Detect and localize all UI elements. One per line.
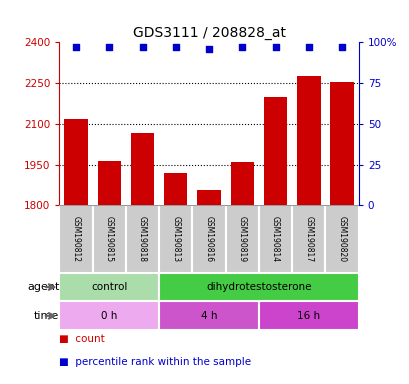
Bar: [159, 205, 192, 273]
Bar: [126, 205, 159, 273]
Bar: [197, 190, 220, 205]
Point: [106, 44, 112, 50]
Text: ■  percentile rank within the sample: ■ percentile rank within the sample: [59, 357, 251, 367]
Bar: [258, 205, 292, 273]
Bar: [130, 133, 154, 205]
Bar: [225, 205, 258, 273]
Text: 16 h: 16 h: [297, 311, 320, 321]
Bar: [64, 119, 88, 205]
Text: GSM190813: GSM190813: [171, 216, 180, 262]
Title: GDS3111 / 208828_at: GDS3111 / 208828_at: [132, 26, 285, 40]
Bar: [92, 205, 126, 273]
Point: [172, 44, 179, 50]
Bar: [330, 82, 353, 205]
Bar: [159, 273, 358, 301]
Bar: [164, 173, 187, 205]
Point: [305, 44, 311, 50]
Bar: [159, 301, 258, 330]
Bar: [258, 301, 358, 330]
Text: dihydrotestosterone: dihydrotestosterone: [206, 282, 311, 292]
Bar: [192, 205, 225, 273]
Text: 4 h: 4 h: [200, 311, 217, 321]
Point: [139, 44, 146, 50]
Bar: [297, 76, 320, 205]
Point: [73, 44, 79, 50]
Point: [338, 44, 344, 50]
Text: GSM190820: GSM190820: [337, 216, 346, 262]
Point: [205, 46, 212, 52]
Text: ■  count: ■ count: [59, 334, 105, 344]
Point: [272, 44, 278, 50]
Bar: [59, 273, 159, 301]
Text: GSM190817: GSM190817: [303, 216, 312, 262]
Bar: [263, 97, 287, 205]
Text: GSM190819: GSM190819: [237, 216, 246, 262]
Text: GSM190815: GSM190815: [105, 216, 114, 262]
Text: GSM190814: GSM190814: [270, 216, 279, 262]
Bar: [97, 161, 121, 205]
Text: time: time: [34, 311, 59, 321]
Text: agent: agent: [27, 282, 59, 292]
Text: GSM190816: GSM190816: [204, 216, 213, 262]
Text: 0 h: 0 h: [101, 311, 117, 321]
Bar: [59, 205, 92, 273]
Bar: [325, 205, 358, 273]
Bar: [292, 205, 325, 273]
Bar: [230, 162, 253, 205]
Text: GSM190812: GSM190812: [72, 216, 81, 262]
Text: GSM190818: GSM190818: [138, 216, 147, 262]
Point: [238, 44, 245, 50]
Text: control: control: [91, 282, 127, 292]
Bar: [59, 301, 159, 330]
